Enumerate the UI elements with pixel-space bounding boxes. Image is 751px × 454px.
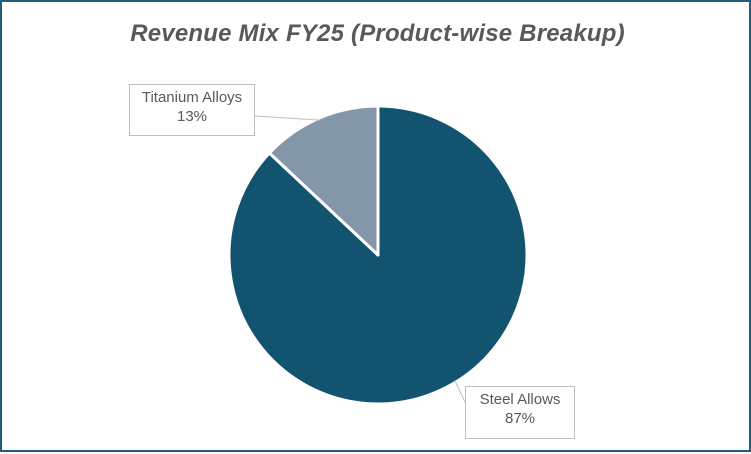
pie-slices [227, 104, 529, 406]
data-label-steel-allows: Steel Allows 87% [465, 386, 575, 439]
slice-label-value: 13% [176, 108, 208, 125]
slice-label-name: Titanium Alloys [141, 89, 243, 106]
slice-label-name: Steel Allows [479, 391, 561, 408]
leader-lines [254, 115, 466, 403]
slice-label-value: 87% [504, 410, 536, 427]
pie-slice-titanium-alloys [267, 104, 380, 257]
chart-title: Revenue Mix FY25 (Product-wise Breakup) [130, 20, 625, 47]
leader-line-steel-allows [454, 380, 466, 403]
data-label-titanium-alloys: Titanium Alloys 13% [129, 84, 255, 136]
leader-line-titanium-alloys [254, 115, 320, 121]
pie-slice-steel-allows [227, 104, 529, 406]
